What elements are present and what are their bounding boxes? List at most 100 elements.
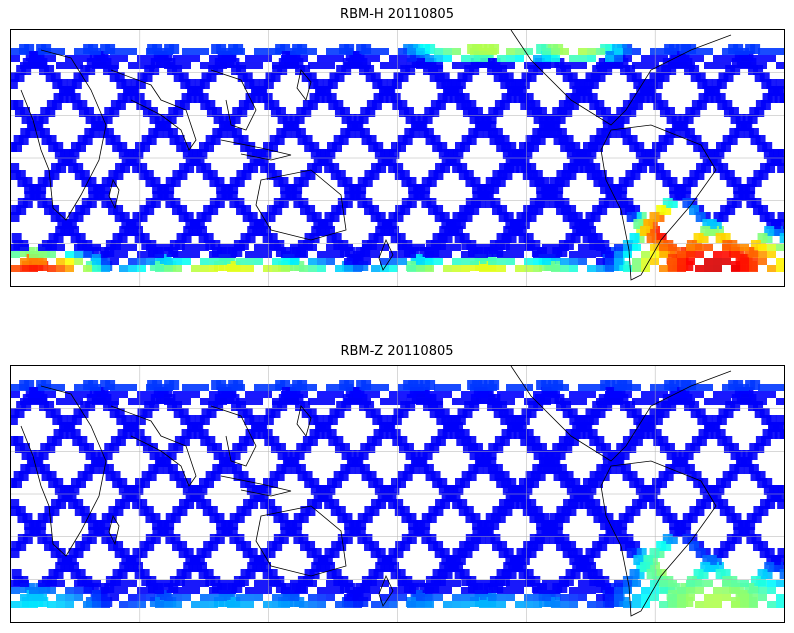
- swath-cell: [128, 149, 139, 159]
- swath-cell: [277, 114, 288, 124]
- swath-cell: [668, 594, 677, 601]
- swath-cell: [213, 450, 224, 460]
- swath-cell: [226, 464, 237, 474]
- swath-cell: [502, 170, 513, 180]
- swath-cell: [569, 587, 578, 594]
- swath-cell: [21, 114, 32, 124]
- swath-cell: [556, 506, 567, 516]
- swath-cell: [695, 391, 704, 398]
- swath-cell: [299, 55, 308, 62]
- swath-cell: [512, 149, 523, 159]
- swath-cell: [479, 48, 488, 55]
- swath-cell: [713, 391, 722, 398]
- swath-cell: [458, 170, 469, 180]
- swath-cell: [232, 107, 243, 117]
- swath-cell: [11, 506, 21, 516]
- swath-cell: [398, 244, 407, 251]
- swath-cell: [56, 62, 65, 69]
- swath-cell: [327, 142, 337, 152]
- swath-cell: [632, 580, 641, 587]
- swath-cell: [675, 527, 686, 537]
- swath-cell: [776, 48, 784, 55]
- swath-cell: [758, 594, 767, 601]
- swath-cell: [405, 114, 416, 124]
- swath-cell: [88, 527, 99, 537]
- swath-cell: [200, 100, 211, 110]
- swath-cell: [71, 142, 81, 152]
- swath-cell: [645, 485, 656, 495]
- swath-cell: [89, 387, 100, 397]
- swath-cell: [652, 142, 662, 152]
- swath-cell: [421, 534, 432, 544]
- swath-cell: [290, 48, 299, 55]
- swath-cell: [615, 464, 626, 474]
- swath-cell: [141, 471, 152, 481]
- swath-cell: [461, 265, 470, 272]
- swath-cell: [196, 212, 207, 222]
- swath-cell: [11, 541, 22, 551]
- swath-cell: [308, 79, 319, 89]
- swath-cell: [578, 244, 587, 251]
- swath-cell: [308, 601, 317, 608]
- swath-cell: [59, 86, 69, 96]
- swath-cell: [595, 443, 606, 453]
- swath-cell: [164, 594, 173, 601]
- swath-cell: [641, 587, 650, 594]
- swath-cell: [81, 534, 92, 544]
- swath-cell: [92, 48, 101, 55]
- swath-cell: [173, 62, 182, 69]
- swath-cell: [380, 580, 389, 587]
- swath-cell: [348, 457, 359, 467]
- swath-cell: [689, 506, 700, 516]
- swath-cell: [289, 261, 300, 271]
- swath-cell: [461, 135, 472, 145]
- swath-cell: [326, 398, 335, 405]
- swath-cell: [33, 114, 44, 124]
- swath-cell: [489, 135, 500, 145]
- swath-cell: [222, 191, 233, 201]
- swath-cell: [450, 79, 461, 89]
- swath-cell: [452, 244, 461, 251]
- swath-cell: [101, 587, 110, 594]
- swath-cell: [549, 513, 560, 523]
- swath-cell: [746, 513, 757, 523]
- swath-cell: [469, 114, 480, 124]
- swath-cell: [83, 580, 92, 587]
- swath-cell: [119, 265, 128, 272]
- swath-cell: [281, 265, 290, 272]
- swath-cell: [246, 149, 257, 159]
- swath-cell: [209, 198, 220, 208]
- swath-cell: [593, 177, 604, 187]
- swath-cell: [11, 408, 20, 418]
- swath-cell: [297, 135, 308, 145]
- swath-cell: [307, 499, 318, 509]
- swath-cell: [641, 594, 650, 601]
- swath-cell: [21, 450, 32, 460]
- swath-cell: [758, 48, 767, 55]
- swath-cell: [57, 156, 68, 166]
- swath-cell: [16, 65, 27, 75]
- swath-cell: [553, 471, 564, 481]
- swath-cell: [137, 251, 146, 258]
- swath-cell: [774, 93, 784, 103]
- swath-cell: [677, 265, 686, 272]
- swath-cell: [691, 436, 702, 446]
- swath-cell: [416, 601, 425, 608]
- swath-cell: [77, 471, 88, 481]
- swath-cell: [606, 527, 617, 537]
- swath-cell: [164, 384, 173, 391]
- swath-cell: [600, 184, 611, 194]
- swath-cell: [11, 55, 20, 62]
- swath-cell: [443, 48, 452, 55]
- swath-cell: [506, 244, 515, 251]
- swath-cell: [726, 534, 737, 544]
- swath-cell: [421, 177, 432, 187]
- swath-cell: [182, 251, 191, 258]
- swath-cell: [434, 62, 443, 69]
- swath-cell: [551, 244, 560, 251]
- swath-cell: [770, 555, 781, 565]
- swath-cell: [95, 520, 106, 530]
- swath-cell: [587, 55, 596, 62]
- swath-cell: [519, 478, 529, 488]
- swath-cell: [128, 62, 137, 69]
